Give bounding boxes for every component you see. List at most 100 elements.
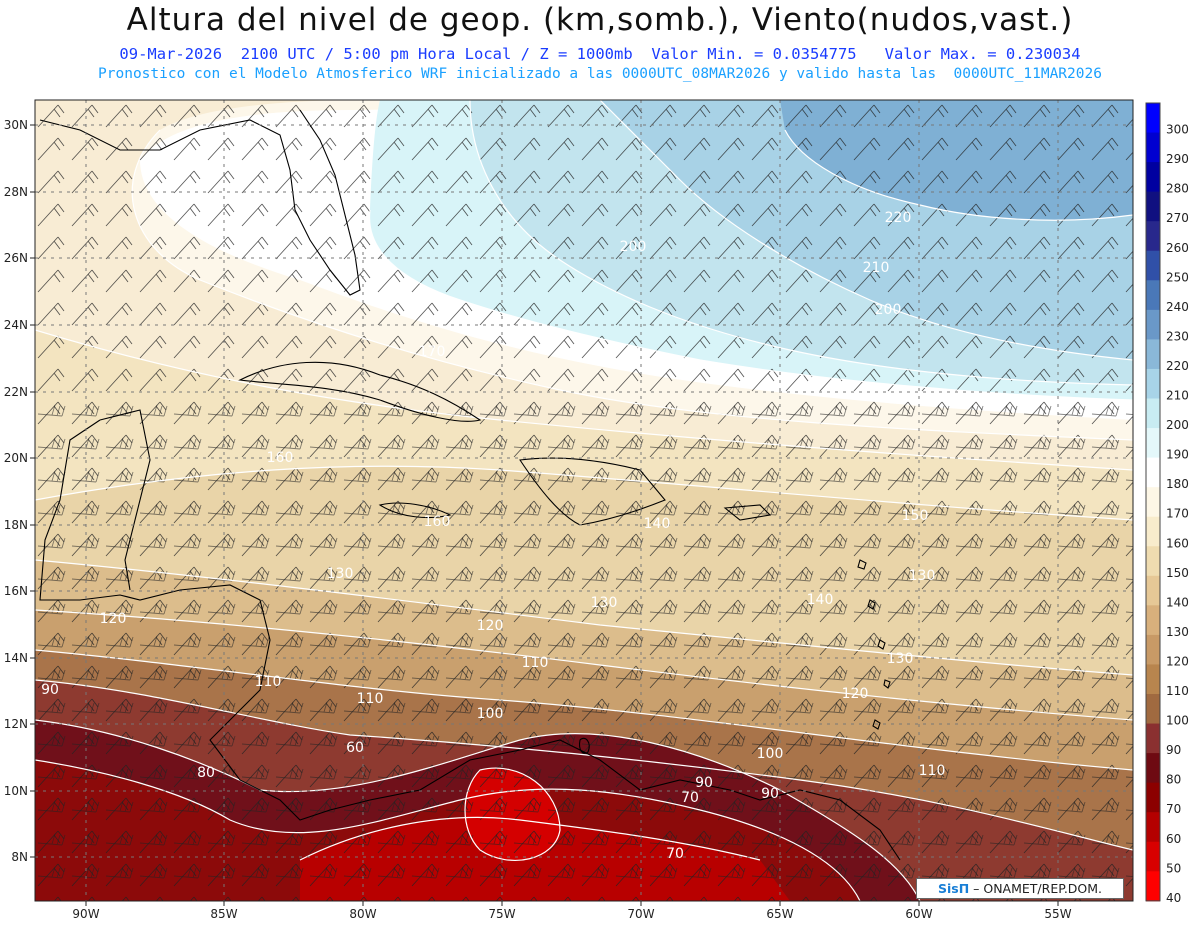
- contour-label: 130: [909, 568, 936, 584]
- lon-label: 80W: [349, 907, 376, 921]
- contour-label: 130: [887, 651, 914, 667]
- contour-label: 220: [885, 210, 912, 226]
- lat-label: 30N: [4, 118, 28, 132]
- contour-label: 210: [863, 260, 890, 276]
- lat-label: 20N: [4, 451, 28, 465]
- contour-label: 130: [591, 595, 618, 611]
- lat-label: 10N: [4, 784, 28, 798]
- lat-label: 28N: [4, 185, 28, 199]
- contour-label: 130: [327, 566, 354, 582]
- contour-label: 90: [695, 775, 713, 791]
- colorbar-label: 250: [1166, 270, 1189, 284]
- contour-label: 70: [666, 846, 684, 862]
- colorbar-swatch: [1146, 782, 1160, 813]
- contour-label: 60: [346, 740, 364, 756]
- contour-label: 120: [100, 611, 127, 627]
- colorbar-swatch: [1146, 103, 1160, 134]
- colorbar-swatch: [1146, 812, 1160, 843]
- contour-label: 70: [681, 790, 699, 806]
- contour-label: 170: [419, 344, 446, 360]
- lat-label: 22N: [4, 385, 28, 399]
- lon-label: 90W: [72, 907, 99, 921]
- contour-label: 200: [875, 302, 902, 318]
- colorbar-swatch: [1146, 398, 1160, 429]
- colorbar: 300 290 280 270 260 250 240 230 220 210 200 190 180 1…: [1145, 102, 1189, 905]
- contour-label: 150: [902, 508, 929, 524]
- colorbar-swatch: [1146, 871, 1160, 902]
- colorbar-label: 100: [1166, 714, 1189, 728]
- latitude-axis: 30N 28N 26N 24N 22N 20N 18N 16N 14N 12N 10N 8N: [4, 118, 35, 864]
- lat-label: 24N: [4, 318, 28, 332]
- colorbar-label: 170: [1166, 507, 1189, 521]
- colorbar-label: 80: [1166, 773, 1181, 787]
- contour-label: 160: [424, 514, 451, 530]
- colorbar-label: 110: [1166, 684, 1189, 698]
- lat-label: 8N: [11, 850, 28, 864]
- contour-label: 110: [522, 655, 549, 671]
- lat-label: 14N: [4, 651, 28, 665]
- colorbar-label: 90: [1166, 743, 1181, 757]
- coastlines: [39, 109, 901, 861]
- colorbar-swatch: [1146, 368, 1160, 399]
- colorbar-label: 70: [1166, 802, 1181, 816]
- colorbar-swatch: [1146, 428, 1160, 459]
- colorbar-label: 40: [1166, 891, 1181, 905]
- lon-label: 75W: [488, 907, 515, 921]
- colorbar-label: 300: [1166, 123, 1189, 137]
- colorbar-swatch: [1146, 664, 1160, 695]
- contour-label: 120: [842, 686, 869, 702]
- map-title: Altura del nivel de geop. (km,somb.), Vi…: [126, 2, 1074, 38]
- colorbar-label: 120: [1166, 655, 1189, 669]
- credit-box: SisΠ – ONAMET/REP.DOM.: [916, 878, 1124, 899]
- forecast-time-line: 09-Mar-2026 2100 UTC / 5:00 pm Hora Loca…: [119, 45, 1081, 63]
- longitude-axis: 90W 85W 80W 75W 70W 65W 60W 55W: [72, 901, 1072, 921]
- credit-brand: SisΠ: [937, 881, 970, 896]
- lon-label: 70W: [627, 907, 654, 921]
- colorbar-swatch: [1146, 575, 1160, 606]
- contour-label: 90: [761, 786, 779, 802]
- colorbar-swatch: [1146, 339, 1160, 370]
- colorbar-label: 280: [1166, 182, 1189, 196]
- colorbar-swatch: [1146, 723, 1160, 754]
- contour-label: 110: [255, 674, 282, 690]
- colorbar-swatch: [1146, 694, 1160, 725]
- graticule: [35, 100, 1133, 901]
- colorbar-swatch: [1146, 841, 1160, 872]
- colorbar-swatch: [1146, 457, 1160, 488]
- colorbar-swatch: [1146, 634, 1160, 665]
- contour-label: 140: [644, 516, 671, 532]
- contour-label: 110: [357, 691, 384, 707]
- contour-label: 200: [620, 239, 647, 255]
- lon-label: 65W: [766, 907, 793, 921]
- lat-label: 12N: [4, 717, 28, 731]
- contour-label: 90: [41, 682, 59, 698]
- colorbar-label: 160: [1166, 536, 1189, 550]
- colorbar-frame: [1145, 102, 1161, 902]
- colorbar-label: 130: [1166, 625, 1189, 639]
- colorbar-label: 50: [1166, 861, 1181, 875]
- colorbar-label: 260: [1166, 241, 1189, 255]
- contour-lines: [35, 100, 1133, 901]
- colorbar-swatch: [1146, 280, 1160, 311]
- lon-label: 60W: [905, 907, 932, 921]
- contour-label: 80: [197, 765, 215, 781]
- contour-label: 100: [477, 706, 504, 722]
- contour-label: 100: [757, 746, 784, 762]
- credit-text: – ONAMET/REP.DOM.: [969, 881, 1103, 896]
- colorbar-swatch: [1146, 221, 1160, 252]
- colorbar-label: 210: [1166, 389, 1189, 403]
- colorbar-label: 200: [1166, 418, 1189, 432]
- colorbar-label: 150: [1166, 566, 1189, 580]
- colorbar-swatch: [1146, 605, 1160, 636]
- contour-label: 120: [477, 618, 504, 634]
- lon-label: 55W: [1044, 907, 1071, 921]
- lat-label: 16N: [4, 584, 28, 598]
- colorbar-label: 140: [1166, 595, 1189, 609]
- lat-label: 18N: [4, 518, 28, 532]
- contour-label: 110: [919, 763, 946, 779]
- colorbar-swatch: [1146, 309, 1160, 340]
- colorbar-label: 220: [1166, 359, 1189, 373]
- colorbar-label: 290: [1166, 152, 1189, 166]
- colorbar-label: 60: [1166, 832, 1181, 846]
- contour-label: 160: [267, 450, 294, 466]
